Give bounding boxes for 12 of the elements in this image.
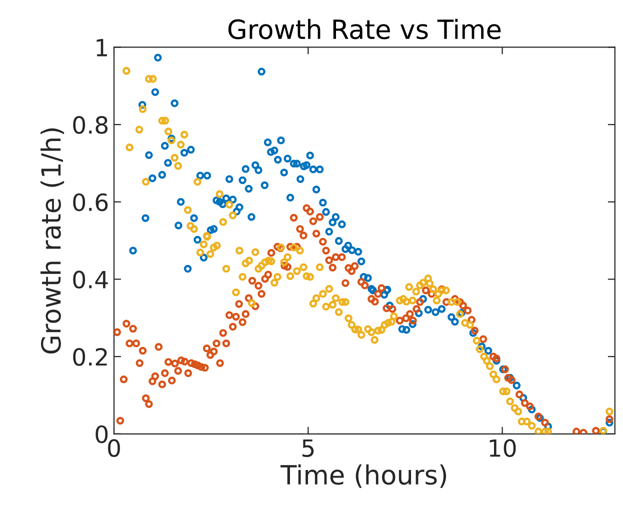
x-tick-label: 0 — [108, 439, 120, 458]
x-tick-label: 10 — [490, 439, 516, 458]
x-axis-title: Time (hours) — [280, 464, 446, 488]
y-tick-label: 0.2 — [73, 348, 107, 366]
y-axis-title: Growth rate (1/h) — [40, 128, 64, 354]
y-tick-label: 0.4 — [73, 270, 108, 289]
y-tick-label: 1 — [96, 38, 107, 56]
y-tick-label: 0.8 — [73, 116, 108, 134]
x-tick-label: 5 — [302, 439, 314, 458]
y-tick-label: 0 — [96, 425, 108, 444]
y-tick-label: 0.6 — [73, 193, 108, 212]
chart-title: Growth Rate vs Time — [228, 18, 501, 40]
